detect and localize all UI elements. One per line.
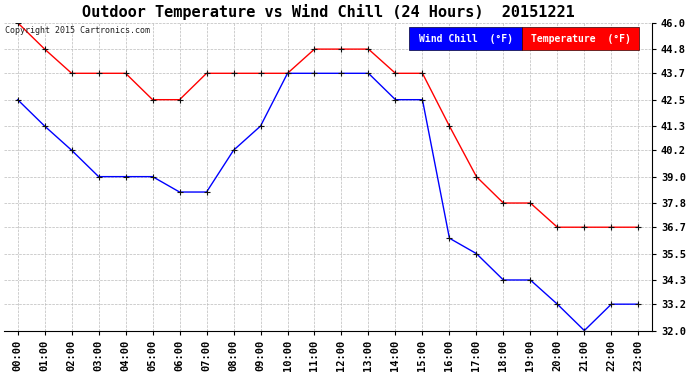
Title: Outdoor Temperature vs Wind Chill (24 Hours)  20151221: Outdoor Temperature vs Wind Chill (24 Ho… xyxy=(81,4,574,20)
Text: Copyright 2015 Cartronics.com: Copyright 2015 Cartronics.com xyxy=(6,26,150,35)
FancyBboxPatch shape xyxy=(522,27,639,50)
Text: Temperature  (°F): Temperature (°F) xyxy=(531,34,631,44)
Text: Wind Chill  (°F): Wind Chill (°F) xyxy=(419,34,513,44)
FancyBboxPatch shape xyxy=(409,27,522,50)
